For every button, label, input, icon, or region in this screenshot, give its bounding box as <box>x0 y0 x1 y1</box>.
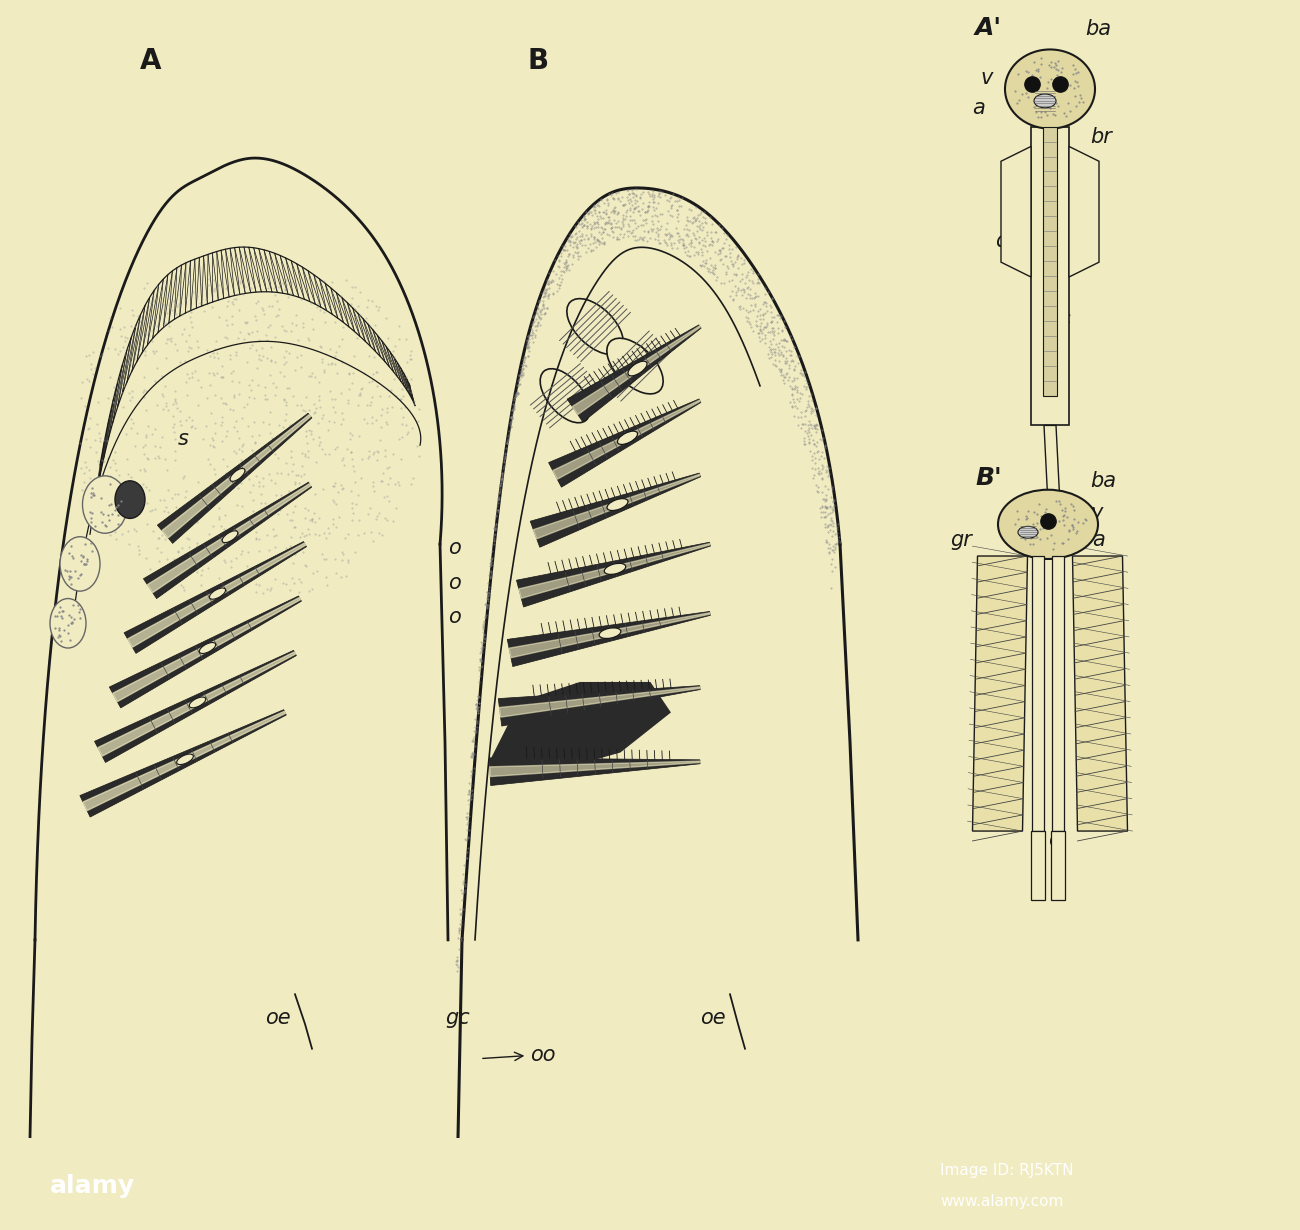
Polygon shape <box>83 711 286 811</box>
Ellipse shape <box>60 536 100 592</box>
Ellipse shape <box>567 299 623 354</box>
Text: B': B' <box>975 466 1001 490</box>
Text: ba: ba <box>1089 471 1115 491</box>
Polygon shape <box>572 326 701 415</box>
Bar <box>1032 556 1044 831</box>
Ellipse shape <box>177 754 194 765</box>
Ellipse shape <box>1005 49 1095 129</box>
Text: o: o <box>448 608 460 627</box>
Text: a: a <box>972 97 985 118</box>
Polygon shape <box>530 474 701 547</box>
Ellipse shape <box>114 481 146 518</box>
Text: A: A <box>140 47 161 75</box>
Ellipse shape <box>628 362 647 376</box>
Text: oo: oo <box>482 1044 555 1065</box>
Bar <box>1052 556 1063 831</box>
Polygon shape <box>79 710 286 817</box>
Ellipse shape <box>599 627 621 638</box>
Polygon shape <box>516 542 711 606</box>
Bar <box>1031 127 1069 426</box>
Ellipse shape <box>1018 526 1037 539</box>
Text: www.alamy.com: www.alamy.com <box>940 1193 1063 1209</box>
Polygon shape <box>127 544 306 647</box>
Text: alamy: alamy <box>49 1175 135 1198</box>
Ellipse shape <box>541 369 590 423</box>
Text: br: br <box>1089 128 1111 148</box>
Ellipse shape <box>82 476 127 534</box>
Polygon shape <box>109 597 302 708</box>
Polygon shape <box>98 652 295 756</box>
Ellipse shape <box>230 469 244 481</box>
Text: s: s <box>1060 310 1071 331</box>
Text: v: v <box>980 68 992 89</box>
Polygon shape <box>489 758 701 786</box>
Ellipse shape <box>49 599 86 648</box>
Text: gc: gc <box>445 1007 469 1028</box>
Polygon shape <box>490 761 699 776</box>
Polygon shape <box>498 685 701 726</box>
Text: A': A' <box>975 16 1002 39</box>
Polygon shape <box>1044 426 1061 524</box>
Polygon shape <box>1072 556 1127 831</box>
Ellipse shape <box>998 490 1098 558</box>
Polygon shape <box>567 325 701 422</box>
Text: o: o <box>448 538 460 558</box>
Polygon shape <box>1001 146 1031 277</box>
Polygon shape <box>1050 831 1065 900</box>
Polygon shape <box>490 683 670 771</box>
Bar <box>1043 127 1057 396</box>
Text: o: o <box>448 573 460 593</box>
Ellipse shape <box>190 697 205 707</box>
Ellipse shape <box>604 563 625 574</box>
Polygon shape <box>507 611 710 667</box>
Ellipse shape <box>209 588 226 599</box>
Ellipse shape <box>607 498 628 510</box>
Text: a: a <box>1092 530 1105 550</box>
Polygon shape <box>510 613 710 658</box>
Polygon shape <box>533 475 701 539</box>
Text: d: d <box>994 231 1009 251</box>
Polygon shape <box>147 483 311 593</box>
Text: ba: ba <box>1086 18 1112 38</box>
Ellipse shape <box>222 531 238 542</box>
Polygon shape <box>549 399 701 487</box>
Polygon shape <box>143 482 312 599</box>
Text: Image ID: RJ5KTN: Image ID: RJ5KTN <box>940 1162 1074 1177</box>
Polygon shape <box>972 556 1027 831</box>
Text: oe: oe <box>265 1007 291 1028</box>
Polygon shape <box>1069 146 1098 277</box>
Polygon shape <box>1031 831 1045 900</box>
Polygon shape <box>519 544 710 598</box>
Polygon shape <box>157 413 312 544</box>
Ellipse shape <box>618 432 637 444</box>
Polygon shape <box>95 651 296 763</box>
Ellipse shape <box>1034 93 1056 108</box>
Ellipse shape <box>199 642 216 653</box>
Ellipse shape <box>607 338 663 394</box>
Text: gr: gr <box>950 530 972 550</box>
Text: B: B <box>526 47 549 75</box>
Polygon shape <box>162 415 311 538</box>
Polygon shape <box>124 541 307 653</box>
Polygon shape <box>499 686 701 717</box>
Text: s: s <box>178 429 188 449</box>
Text: d: d <box>1048 830 1061 850</box>
Polygon shape <box>113 598 300 701</box>
Text: v: v <box>1089 503 1102 524</box>
Text: d: d <box>1043 231 1056 251</box>
Polygon shape <box>552 400 701 480</box>
Text: oe: oe <box>699 1007 725 1028</box>
